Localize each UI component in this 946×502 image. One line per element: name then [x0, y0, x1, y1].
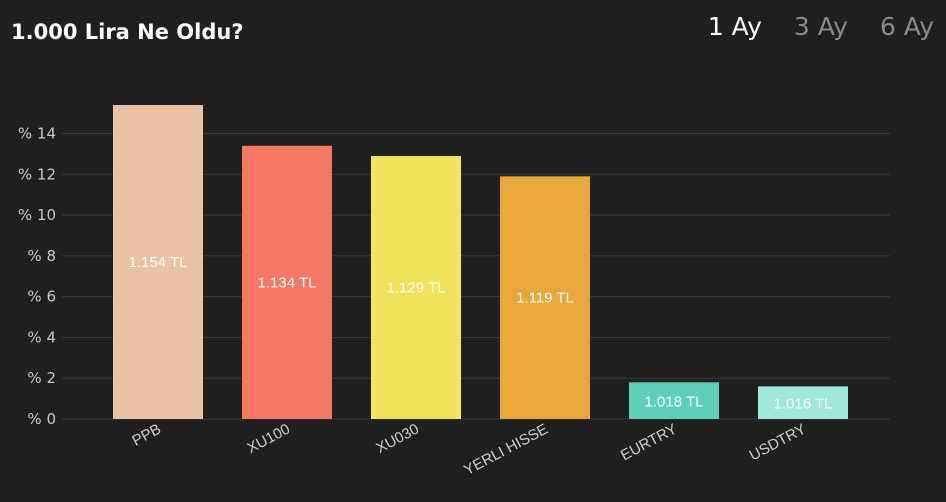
bar[interactable]	[371, 155, 461, 419]
chart-title: 1.000 Lira Ne Oldu?	[11, 20, 244, 44]
bar[interactable]	[113, 105, 203, 419]
y-tick-label: % 6	[27, 288, 56, 306]
period-6-ay[interactable]: 6 Ay	[879, 12, 934, 41]
x-tick-label: YERLI HISSE	[461, 421, 551, 479]
period-3-ay[interactable]: 3 Ay	[793, 12, 848, 41]
bar-data-label: 1.119 TL	[516, 290, 574, 307]
y-tick-label: % 12	[18, 165, 56, 183]
bar[interactable]	[500, 176, 590, 419]
period-1-ay[interactable]: 1 Ay	[707, 12, 762, 41]
x-tick-label: XU030	[373, 421, 421, 458]
bar-data-label: 1.016 TL	[774, 396, 833, 413]
bar-data-label: 1.129 TL	[387, 279, 446, 296]
x-tick-label: PPB	[129, 421, 163, 450]
bar[interactable]	[758, 386, 848, 419]
bar-data-label: 1.134 TL	[258, 274, 317, 291]
period-selector: 1 Ay 3 Ay 6 Ay	[708, 12, 934, 41]
y-tick-label: % 10	[18, 206, 56, 224]
y-tick-label: % 0	[27, 410, 56, 428]
x-tick-label: EURTRY	[618, 421, 680, 465]
y-tick-label: % 4	[27, 328, 56, 346]
y-tick-label: % 14	[18, 125, 56, 143]
bar[interactable]	[629, 382, 719, 419]
bar[interactable]	[242, 145, 332, 419]
bar-data-label: 1.018 TL	[645, 394, 704, 411]
y-tick-label: % 2	[27, 369, 56, 387]
x-tick-label: XU100	[244, 421, 292, 458]
y-tick-label: % 8	[27, 247, 56, 265]
x-tick-label: USDTRY	[747, 421, 809, 465]
bar-data-label: 1.154 TL	[129, 254, 188, 271]
